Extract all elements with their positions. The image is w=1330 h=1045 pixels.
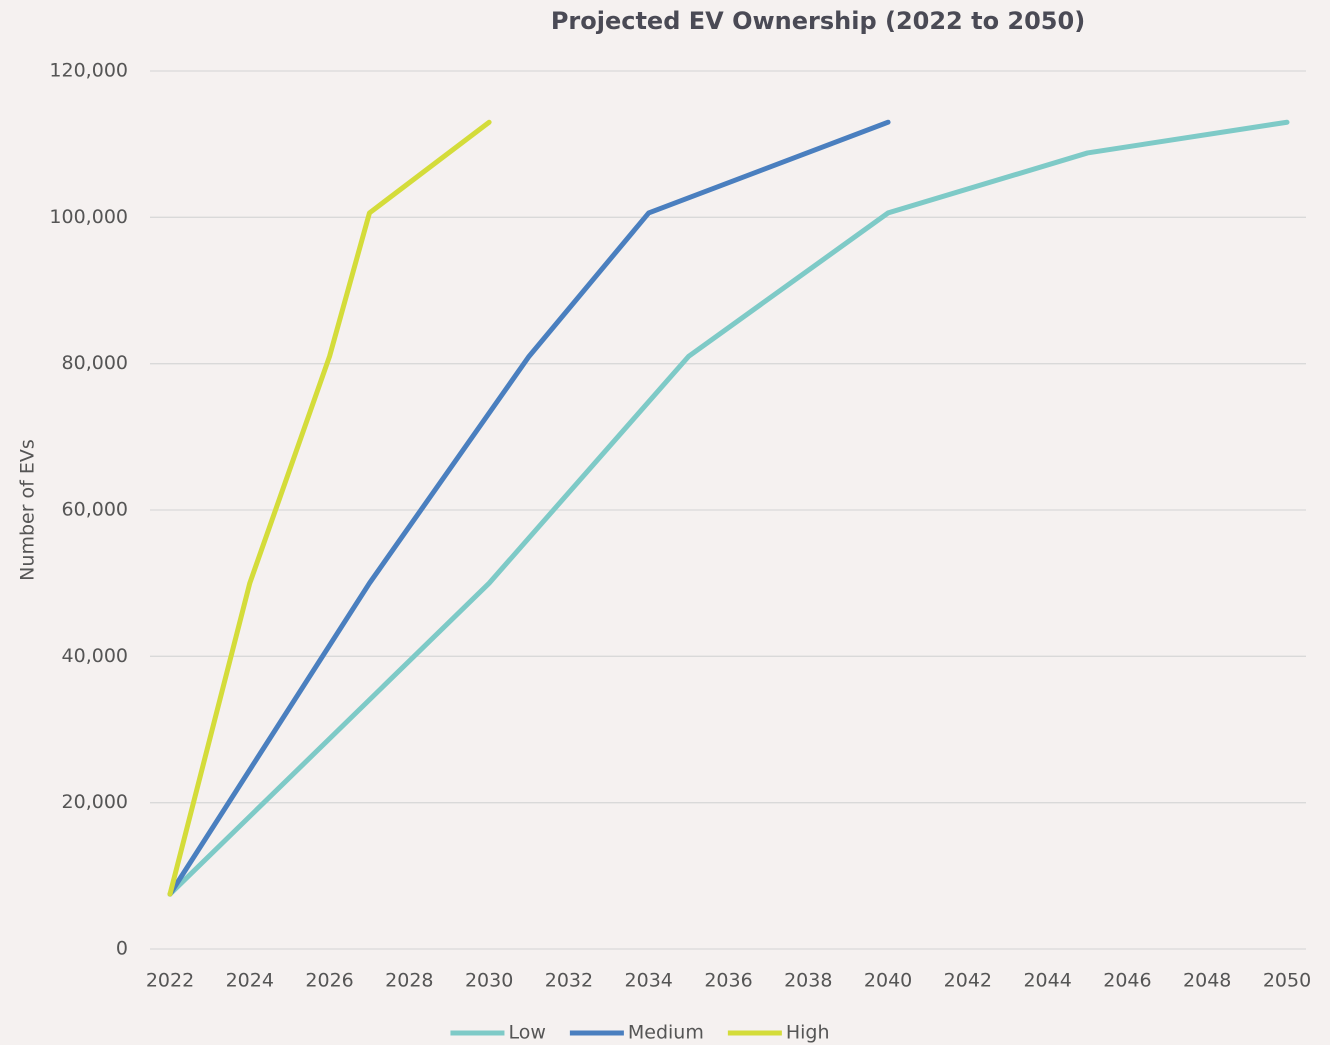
x-tick-label: 2022	[146, 970, 194, 992]
x-tick-label: 2050	[1263, 970, 1311, 992]
chart-title: Projected EV Ownership (2022 to 2050)	[551, 7, 1085, 35]
line-series	[167, 119, 891, 897]
legend-label: High	[786, 1022, 830, 1044]
y-tick-label: 100,000	[49, 206, 128, 228]
x-tick-label: 2034	[625, 970, 673, 992]
x-tick-label: 2038	[784, 970, 832, 992]
x-tick-label: 2024	[226, 970, 274, 992]
y-axis-label: Number of EVs	[17, 439, 39, 581]
x-tick-label: 2030	[465, 970, 513, 992]
legend-label: Medium	[628, 1022, 704, 1044]
y-tick-label: 80,000	[62, 352, 128, 374]
line-series	[167, 119, 492, 897]
x-tick-label: 2036	[704, 970, 752, 992]
x-tick-label: 2044	[1023, 970, 1071, 992]
x-tick-label: 2046	[1103, 970, 1151, 992]
y-tick-label: 120,000	[49, 60, 128, 82]
y-tick-label: 0	[116, 938, 128, 960]
y-tick-label: 60,000	[62, 499, 128, 521]
x-tick-label: 2042	[944, 970, 992, 992]
line-series	[167, 119, 1290, 897]
y-tick-label: 40,000	[62, 645, 128, 667]
x-tick-label: 2028	[385, 970, 433, 992]
legend-label: Low	[508, 1022, 545, 1044]
x-tick-label: 2026	[305, 970, 353, 992]
x-tick-label: 2040	[864, 970, 912, 992]
x-tick-label: 2032	[545, 970, 593, 992]
x-tick-label: 2048	[1183, 970, 1231, 992]
y-tick-label: 20,000	[62, 791, 128, 813]
